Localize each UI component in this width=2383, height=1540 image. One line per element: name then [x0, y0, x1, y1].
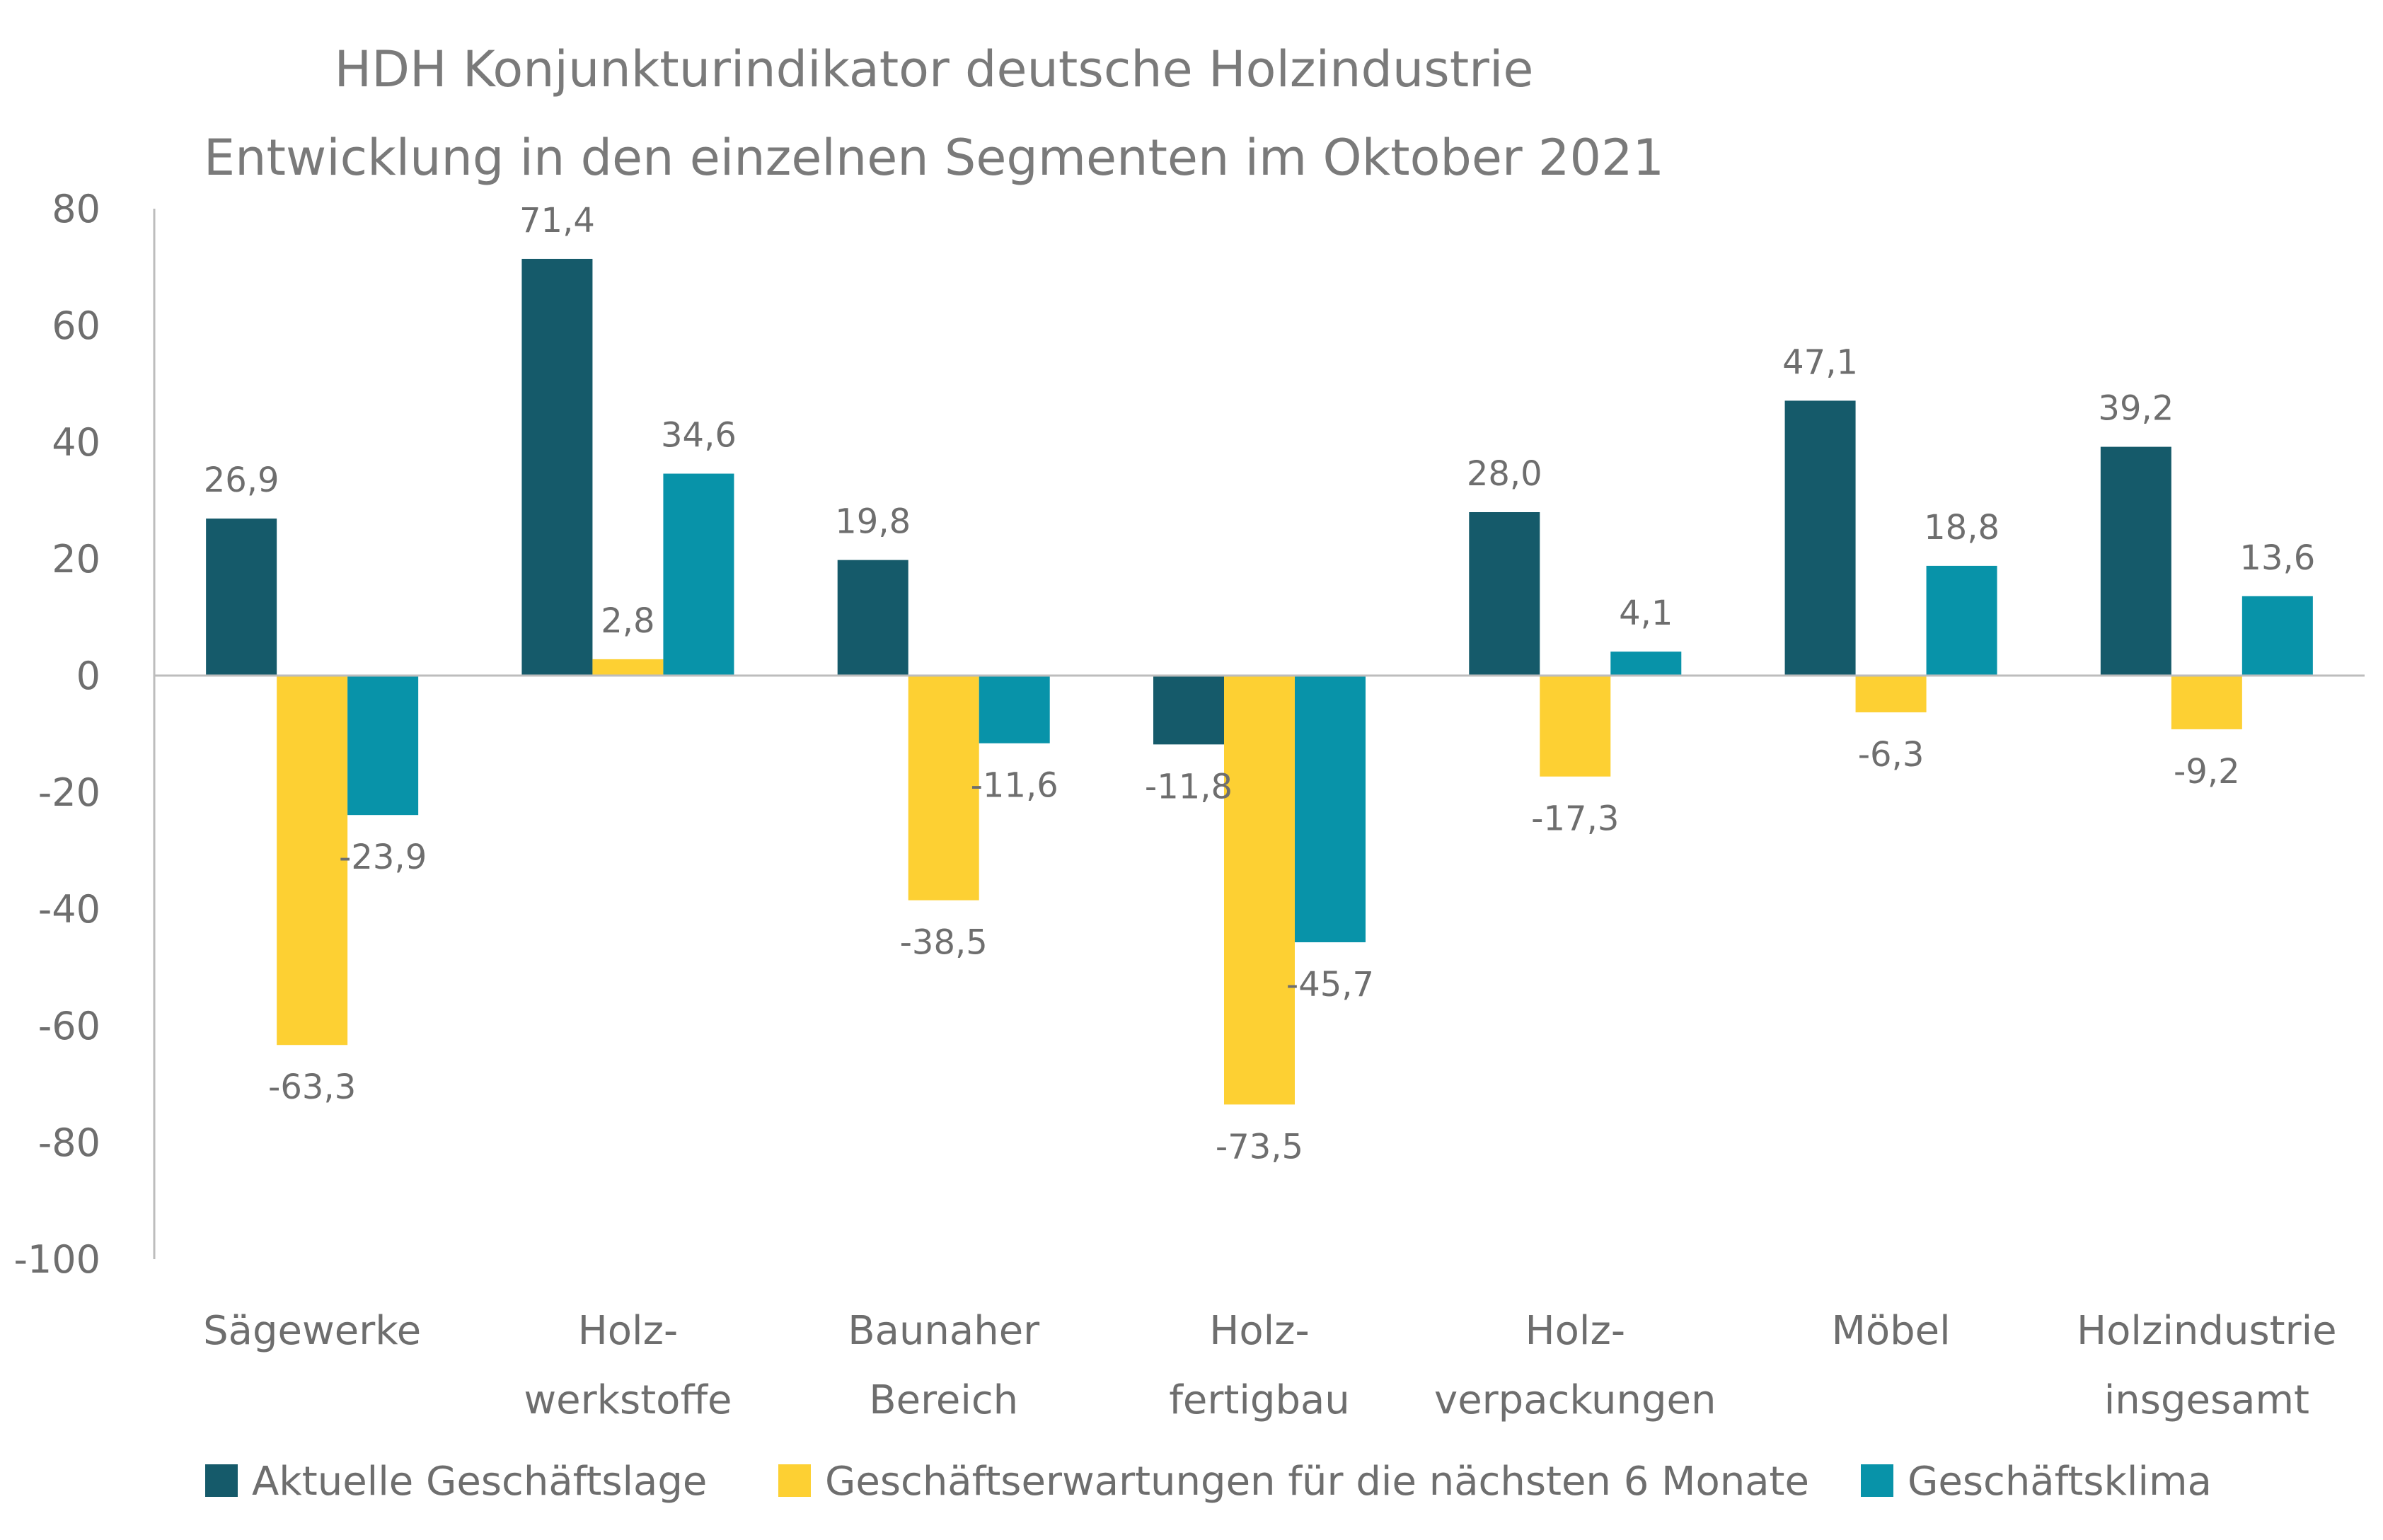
bar	[2171, 676, 2242, 729]
bar	[592, 659, 664, 676]
y-tick-label: -80	[38, 1121, 100, 1165]
x-tick-label: Möbel	[1832, 1308, 1951, 1354]
data-label: -11,6	[971, 766, 1058, 806]
y-tick-label: -20	[38, 770, 100, 815]
data-label: -9,2	[2174, 752, 2240, 792]
data-label: 2,8	[601, 601, 654, 641]
legend-label: Geschäftsklima	[1908, 1459, 2212, 1505]
bar	[1540, 676, 1611, 777]
x-tick-label: Holz-fertigbau	[1169, 1308, 1350, 1423]
legend-label: Aktuelle Geschäftslage	[252, 1459, 707, 1505]
chart-title: HDH Konjunkturindikator deutsche Holzind…	[335, 40, 1534, 98]
legend-swatch	[778, 1464, 811, 1497]
data-label: 71,4	[519, 201, 595, 241]
data-label: -11,8	[1145, 767, 1233, 806]
data-label: 28,0	[1467, 454, 1542, 494]
data-label: -73,5	[1216, 1127, 1303, 1166]
y-tick-label: -100	[13, 1237, 100, 1282]
data-label: 18,8	[1924, 508, 2000, 548]
bar	[1926, 565, 1997, 676]
x-tick-label: Holz-werkstoffe	[524, 1308, 732, 1423]
y-tick-label: 60	[52, 303, 100, 348]
bar	[1610, 652, 1682, 676]
bar	[277, 676, 348, 1046]
x-tick-label: Holzindustrie insgesamt	[2077, 1308, 2337, 1423]
data-label: -63,3	[268, 1067, 356, 1107]
legend-swatch	[205, 1464, 238, 1497]
data-label: 4,1	[1619, 594, 1673, 633]
bar	[1295, 676, 1366, 943]
chart-subtitle: Entwicklung in den einzelnen Segmenten i…	[204, 129, 1664, 187]
bar	[2241, 596, 2313, 676]
bar	[837, 560, 908, 676]
data-label: -17,3	[1531, 799, 1619, 839]
y-tick-label: -60	[38, 1004, 100, 1048]
legend: Aktuelle Geschäftslage Geschäftserwartung…	[205, 1459, 2212, 1505]
data-label: 26,9	[204, 461, 279, 500]
bar	[2100, 446, 2171, 676]
bar	[347, 676, 419, 816]
y-tick-label: 20	[52, 537, 100, 581]
y-tick-label: 40	[52, 420, 100, 465]
data-label: -45,7	[1286, 965, 1374, 1005]
bar	[1224, 676, 1295, 1105]
data-label: 19,8	[835, 502, 911, 542]
legend-label: Geschäftserwartungen für die nächsten 6 …	[825, 1459, 1809, 1505]
y-tick-label: 80	[52, 187, 100, 231]
data-label: 47,1	[1782, 342, 1858, 382]
bar	[663, 473, 734, 676]
data-labels: 26,9 71,4 19,8 -11,8 28,0 47,1 39,2 -63,3 2,8 -38…	[204, 201, 2316, 1166]
bar	[979, 676, 1050, 743]
data-label: 39,2	[2098, 389, 2174, 429]
data-label: -23,9	[339, 838, 427, 877]
bar	[1855, 676, 1927, 712]
data-label: 34,6	[661, 416, 737, 456]
x-axis: Sägewerke Holz-werkstoffe Baunaher Bereich H…	[154, 674, 2365, 1423]
y-tick-label: -40	[38, 887, 100, 932]
x-tick-label: Baunaher Bereich	[848, 1308, 1040, 1423]
data-label: 13,6	[2239, 538, 2315, 578]
x-tick-label: Sägewerke	[203, 1308, 421, 1354]
bar	[206, 519, 277, 676]
bar	[521, 258, 593, 676]
legend-swatch	[1861, 1464, 1893, 1497]
bars	[206, 258, 2313, 1105]
data-label: -38,5	[900, 923, 988, 963]
y-axis: 80 60 40 20 0 -20 -40 -60 -80 -100	[13, 187, 156, 1282]
bar	[1469, 512, 1540, 676]
data-label: -6,3	[1858, 735, 1925, 775]
bar	[1784, 400, 1856, 676]
bar	[908, 676, 979, 901]
bar	[1153, 676, 1224, 745]
x-tick-label: Holz-verpackungen	[1434, 1308, 1716, 1423]
y-tick-label: 0	[76, 654, 100, 698]
